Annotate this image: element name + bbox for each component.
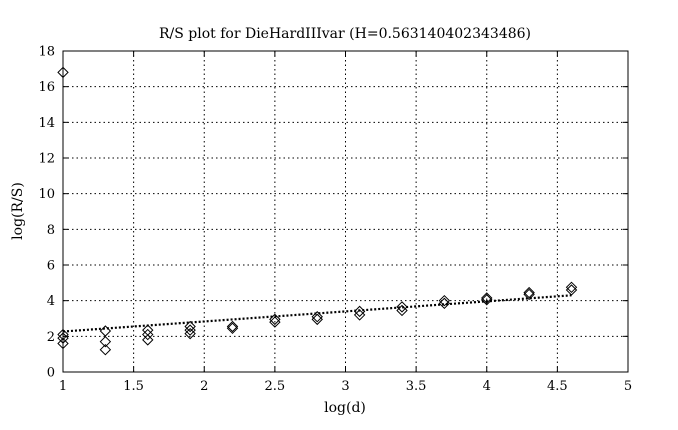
x-tick-label: 2 [200, 379, 208, 394]
data-point [99, 344, 112, 356]
data-point [481, 294, 493, 306]
y-tick-label: 6 [47, 259, 55, 274]
data-point [396, 301, 408, 313]
x-tick-label: 4 [483, 379, 491, 394]
data-point [57, 328, 69, 341]
data-point [269, 316, 281, 328]
data-point [396, 304, 408, 317]
points-layer [57, 66, 578, 356]
y-tick-label: 14 [38, 116, 55, 131]
y-tick-label: 12 [38, 152, 55, 167]
data-point [184, 320, 196, 333]
data-point [269, 313, 281, 326]
x-axis-title: log(d) [324, 400, 366, 416]
data-point [226, 322, 239, 335]
data-point [353, 309, 366, 321]
y-tick-labels: 0 2 4 6 8 10 12 14 16 18 [38, 45, 55, 381]
x-tick-label: 3 [341, 379, 349, 394]
y-tick-label: 0 [47, 366, 55, 381]
data-point [57, 66, 69, 79]
x-tick-label: 2.5 [265, 379, 286, 394]
data-point [481, 292, 493, 304]
data-point [226, 320, 239, 333]
data-point [142, 328, 154, 341]
data-point [311, 311, 323, 323]
data-point [438, 294, 451, 307]
data-point [565, 284, 578, 296]
y-tick-label: 18 [38, 45, 55, 60]
y-tick-label: 4 [47, 294, 55, 309]
data-point [523, 286, 535, 299]
data-point [57, 332, 69, 344]
data-point [57, 337, 69, 350]
data-point [142, 334, 154, 346]
data-point [184, 324, 196, 336]
x-tick-label: 5 [624, 379, 632, 394]
data-point [353, 305, 366, 318]
y-tick-label: 8 [47, 223, 55, 238]
y-tick-label: 2 [47, 330, 55, 345]
y-tick-label: 16 [38, 80, 55, 95]
x-tick-label: 1 [59, 379, 67, 394]
y-axis-title: log(R/S) [10, 182, 26, 240]
x-tick-labels: 1 1.5 2 2.5 3 3.5 4 4.5 5 [59, 379, 632, 394]
y-tick-label: 10 [38, 187, 55, 202]
x-tick-label: 3.5 [406, 379, 427, 394]
x-tick-label: 4.5 [547, 379, 568, 394]
ticks-layer [62, 50, 629, 373]
data-point [311, 313, 323, 326]
data-point [99, 335, 112, 348]
data-point [523, 288, 535, 301]
data-point [565, 281, 578, 293]
data-point [438, 297, 451, 310]
chart-title: R/S plot for DieHardIIIvar (H=0.56314040… [159, 26, 531, 42]
x-tick-label: 1.5 [123, 379, 144, 394]
data-point [184, 327, 196, 340]
